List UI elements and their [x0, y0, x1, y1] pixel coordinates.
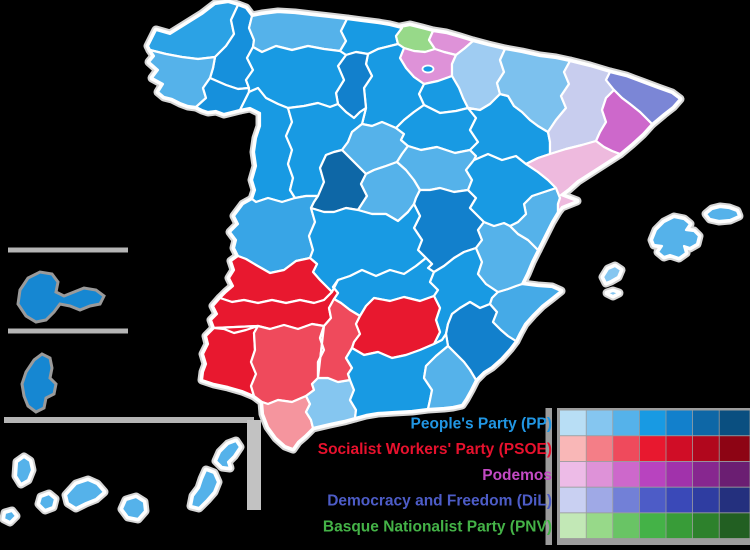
svg-text:Democracy and Freedom (DiL): Democracy and Freedom (DiL)	[327, 493, 552, 510]
svg-text:Podemos: Podemos	[482, 467, 552, 484]
svg-text:Socialist Workers' Party (PSOE: Socialist Workers' Party (PSOE)	[318, 441, 552, 458]
svg-text:Basque Nationalist Party (PNV): Basque Nationalist Party (PNV)	[323, 518, 552, 535]
svg-text:People's Party (PP): People's Party (PP)	[410, 416, 552, 433]
